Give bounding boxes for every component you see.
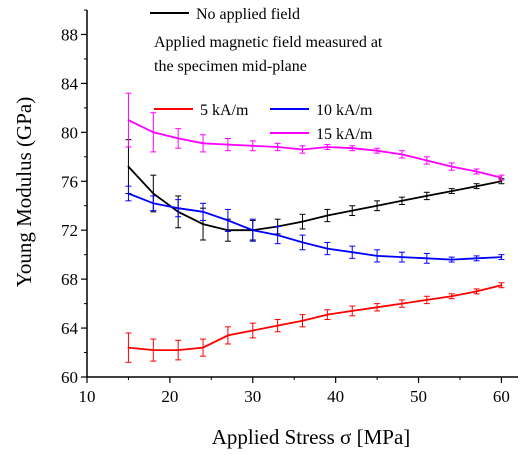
data-point (202, 223, 204, 225)
series-line (128, 284, 502, 352)
series-line (127, 165, 502, 232)
data-point (152, 131, 155, 134)
data-point (227, 143, 229, 146)
data-point (450, 295, 453, 298)
data-point (127, 346, 130, 349)
data-point (376, 204, 378, 207)
data-point (251, 144, 254, 147)
y-tick-label: 60 (61, 368, 78, 387)
data-point (425, 195, 428, 197)
y-tick-label: 88 (61, 25, 78, 44)
series-layer (125, 92, 505, 363)
axes-layer: 10 20 30 40 50 60 60 64 68 72 76 80 84 88 (61, 9, 518, 406)
data-point (500, 284, 503, 287)
data-point (450, 258, 453, 261)
x-tick-label: 60 (493, 387, 510, 406)
data-point (401, 199, 403, 202)
y-tick-label: 76 (61, 172, 78, 191)
data-point (152, 192, 155, 195)
data-point (475, 170, 478, 173)
series-2 (125, 282, 505, 363)
axis-labels: Applied Stress σ [MPa] Young Modulus (GP… (12, 97, 410, 449)
data-point (401, 256, 403, 259)
data-point (127, 165, 130, 168)
data-point (376, 149, 378, 152)
y-tick-label: 68 (61, 270, 78, 289)
data-point (202, 142, 204, 145)
data-point (475, 185, 478, 188)
data-point (276, 146, 279, 148)
data-point (301, 220, 304, 223)
data-point (227, 334, 229, 337)
y-tick-label: 84 (61, 74, 79, 93)
legend-label: 15 kA/m (316, 126, 373, 143)
data-point (127, 119, 130, 121)
data-point (475, 290, 478, 293)
legend-note-line-1: Applied magnetic field measured at (154, 34, 383, 51)
legend-note-line-2: the specimen mid-plane (154, 58, 307, 75)
data-point (177, 137, 180, 140)
data-point (202, 210, 204, 213)
data-point (500, 256, 503, 259)
data-point (127, 192, 130, 195)
x-tick-label: 20 (161, 387, 178, 406)
y-tick-label: 64 (61, 319, 79, 338)
data-point (376, 254, 378, 257)
data-point (326, 247, 329, 250)
data-point (401, 302, 403, 305)
series-line (128, 192, 502, 261)
data-point (500, 176, 503, 179)
data-point (301, 319, 304, 322)
data-point (376, 306, 378, 309)
series-line (128, 119, 502, 179)
data-point (425, 159, 428, 162)
legend-label: 10 kA/m (316, 102, 373, 119)
legend-label: 5 kA/m (200, 102, 249, 119)
data-point (276, 324, 279, 327)
data-point (351, 209, 354, 212)
data-point (351, 251, 354, 254)
data-point (450, 165, 453, 168)
data-point (301, 241, 304, 244)
series-4 (125, 92, 505, 181)
data-point (301, 148, 304, 151)
x-tick-label: 30 (244, 387, 261, 406)
data-point (152, 349, 155, 351)
legend: No applied field 5 kA/m 10 kA/m 15 kA/m Appl… (150, 6, 383, 143)
data-point (401, 153, 403, 156)
x-tick-label: 40 (327, 387, 344, 406)
x-axis-title: Applied Stress σ [MPa] (212, 425, 411, 449)
legend-label: No applied field (196, 6, 300, 23)
data-point (326, 313, 329, 316)
data-point (351, 310, 354, 312)
data-point (251, 229, 254, 232)
data-point (450, 190, 453, 192)
data-point (276, 234, 279, 236)
data-point (202, 346, 204, 349)
data-point (425, 299, 428, 301)
data-point (177, 207, 180, 210)
y-tick-label: 72 (61, 221, 78, 240)
data-point (152, 202, 155, 205)
data-point (227, 219, 229, 222)
x-tick-label: 50 (410, 387, 427, 406)
data-point (475, 257, 478, 260)
y-tick-label: 80 (61, 123, 78, 142)
data-point (425, 257, 428, 260)
data-point (351, 147, 354, 150)
data-point (177, 349, 180, 351)
series-1 (125, 139, 505, 242)
data-point (326, 146, 329, 148)
data-point (500, 180, 503, 183)
data-point (326, 214, 329, 217)
data-point (251, 329, 254, 332)
x-tick-label: 10 (79, 387, 96, 406)
y-axis-title: Young Modulus (GPa) (12, 97, 36, 287)
series-3 (125, 185, 505, 264)
